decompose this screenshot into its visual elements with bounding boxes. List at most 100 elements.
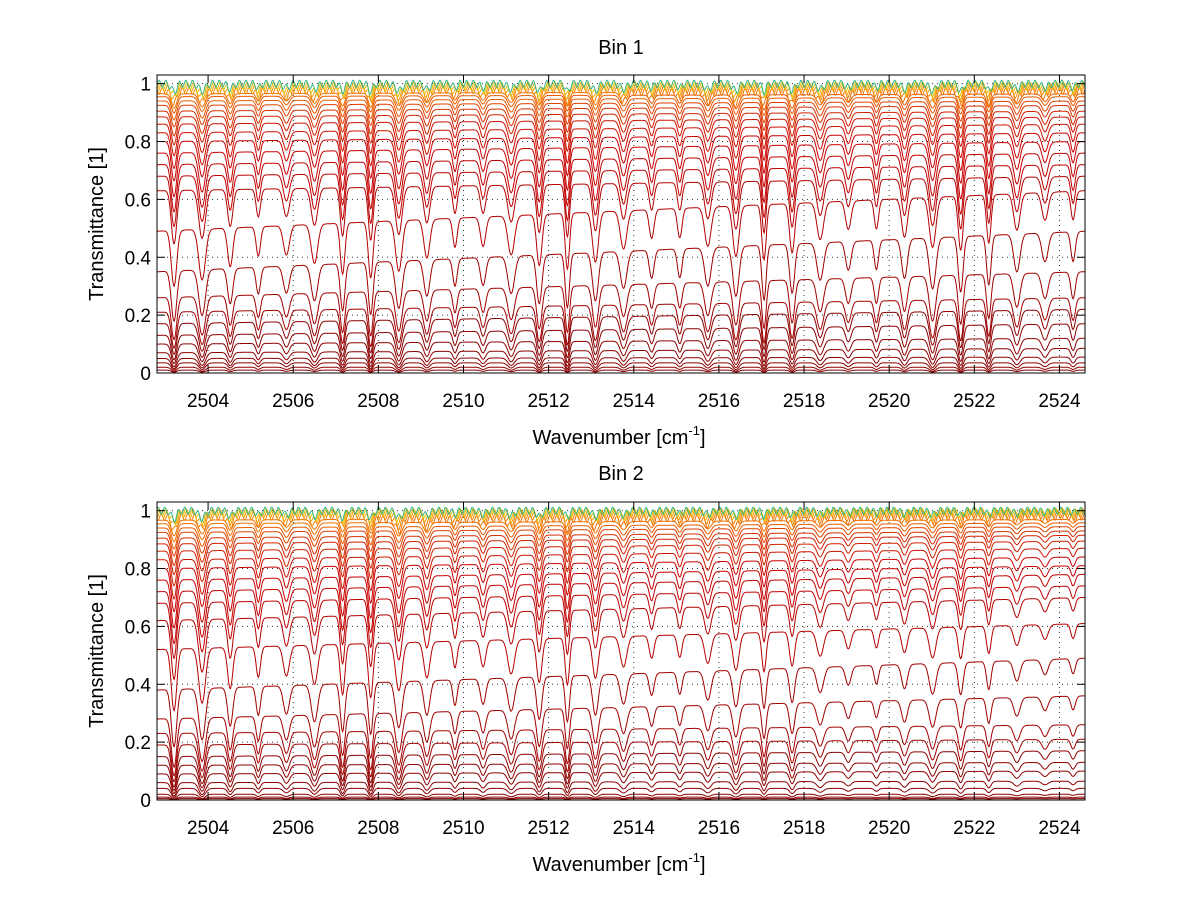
spectrum-line [157,369,1085,373]
series-group [156,79,1086,374]
spectrum-line [157,323,1085,361]
x-axis-label-end: ] [700,854,706,876]
y-axis-label: Transmittance [1] [86,147,108,301]
x-axis-label-main: Wavenumber [cm [532,427,688,449]
spectrum-line [157,362,1085,371]
spectrum-line [157,308,1086,355]
x-axis-label-main: Wavenumber [cm [532,854,688,876]
spectrum-line [157,597,1085,681]
spectrum-line [157,93,1085,114]
series-group [156,506,1086,801]
spectrum-line [156,506,1086,523]
x-tick-label: 2524 [1038,818,1081,839]
x-tick-label: 2510 [442,391,484,412]
spectrum-line [157,738,1085,783]
chart-title: Bin 2 [598,463,644,485]
spectrum-line [157,104,1085,137]
x-tick-label: 2506 [272,391,314,412]
y-tick-label: 0.4 [125,675,152,696]
x-tick-label: 2508 [357,818,399,839]
spectrum-line [157,565,1085,629]
spectrum-line [157,761,1085,792]
x-tick-label: 2518 [783,818,825,839]
spectrum-line [157,750,1085,788]
spectrum-line [157,526,1085,557]
x-tick-label: 2522 [953,391,995,412]
x-axis-label-end: ] [700,427,706,449]
x-tick-label: 2514 [613,818,656,839]
spectrum-line [157,530,1085,566]
spectrum-line [157,796,1085,801]
spectrum-line [156,657,1086,748]
x-axis-label-sup: -1 [688,423,700,438]
x-axis-label-sup: -1 [688,850,700,865]
y-tick-label: 0 [140,364,151,385]
x-tick-label: 2518 [783,391,825,412]
chart-panel-bin-2: Bin 2 2504 2506 2508 2510 2512 2514 2516 2518 25… [86,463,1086,876]
x-tick-label: 2512 [527,818,569,839]
spectrum-line [157,116,1085,157]
spectrum-line [157,798,1085,801]
ticks: 2504 2506 2508 2510 2512 2514 2516 2518 2520 2522… [125,502,1085,839]
spectrum-line [157,573,1085,645]
spectrum-line [157,132,1085,182]
spectrum-line [157,518,1085,543]
chart-panel-bin-1: Bin 1 2504 2506 2508 2510 2512 2514 2516 2518 25… [86,37,1086,449]
spectrum-line [157,86,1086,109]
spectrum-line [157,547,1085,600]
axes-frame [156,501,1086,801]
x-axis-label: Wavenumber [cm-1] [532,850,705,876]
y-tick-label: 0.2 [125,733,151,754]
spectrum-line [156,83,1086,107]
y-tick-label: 0.2 [125,306,151,327]
y-tick-label: 0.6 [125,617,151,638]
spectrum-line [156,623,1085,712]
x-tick-label: 2522 [953,818,995,839]
y-axis-label: Transmittance [1] [86,574,108,728]
spectrum-line [157,780,1085,797]
x-tick-label: 2504 [187,818,230,839]
spectrum-line [157,787,1085,799]
x-tick-label: 2520 [868,391,910,412]
spectrum-line [157,96,1085,121]
x-tick-label: 2506 [272,818,314,839]
y-tick-label: 0.8 [125,133,151,154]
spectrum-line [157,724,1085,777]
spectrum-line [157,123,1085,170]
spectrum-line [157,100,1085,128]
spectrum-line [157,522,1085,550]
x-axis-label: Wavenumber [cm-1] [532,423,705,449]
x-tick-label: 2512 [527,391,569,412]
x-tick-label: 2516 [698,391,740,412]
y-tick-label: 0.8 [125,560,151,581]
spectrum-line [156,585,1085,660]
spectrum-line [157,695,1086,769]
spectrum-line [157,152,1085,213]
x-tick-label: 2520 [868,818,910,839]
y-tick-label: 1 [140,502,151,523]
spectrum-line [157,190,1086,288]
spectrum-line [157,164,1085,228]
spectrum-line [157,540,1085,587]
y-tick-label: 0 [140,791,151,812]
spectrum-line [157,297,1085,349]
x-tick-label: 2514 [613,391,656,412]
spectrum-line [157,770,1085,794]
y-tick-label: 0.6 [125,190,151,211]
spectrum-line [156,534,1085,576]
spectrum-line [157,366,1085,373]
x-tick-label: 2516 [698,818,740,839]
spectrum-line [157,347,1085,368]
x-tick-label: 2508 [357,391,399,412]
spectrum-line [157,356,1085,370]
x-tick-label: 2524 [1038,391,1081,412]
x-tick-label: 2510 [442,818,484,839]
y-tick-label: 0.4 [125,248,152,269]
y-tick-label: 1 [140,75,151,96]
ticks: 2504 2506 2508 2510 2512 2514 2516 2518 2520 2522… [125,75,1085,412]
spectrum-line [157,230,1086,322]
chart-title: Bin 1 [598,37,644,59]
spectrum-line [156,79,1086,96]
spectrum-line [157,337,1085,365]
